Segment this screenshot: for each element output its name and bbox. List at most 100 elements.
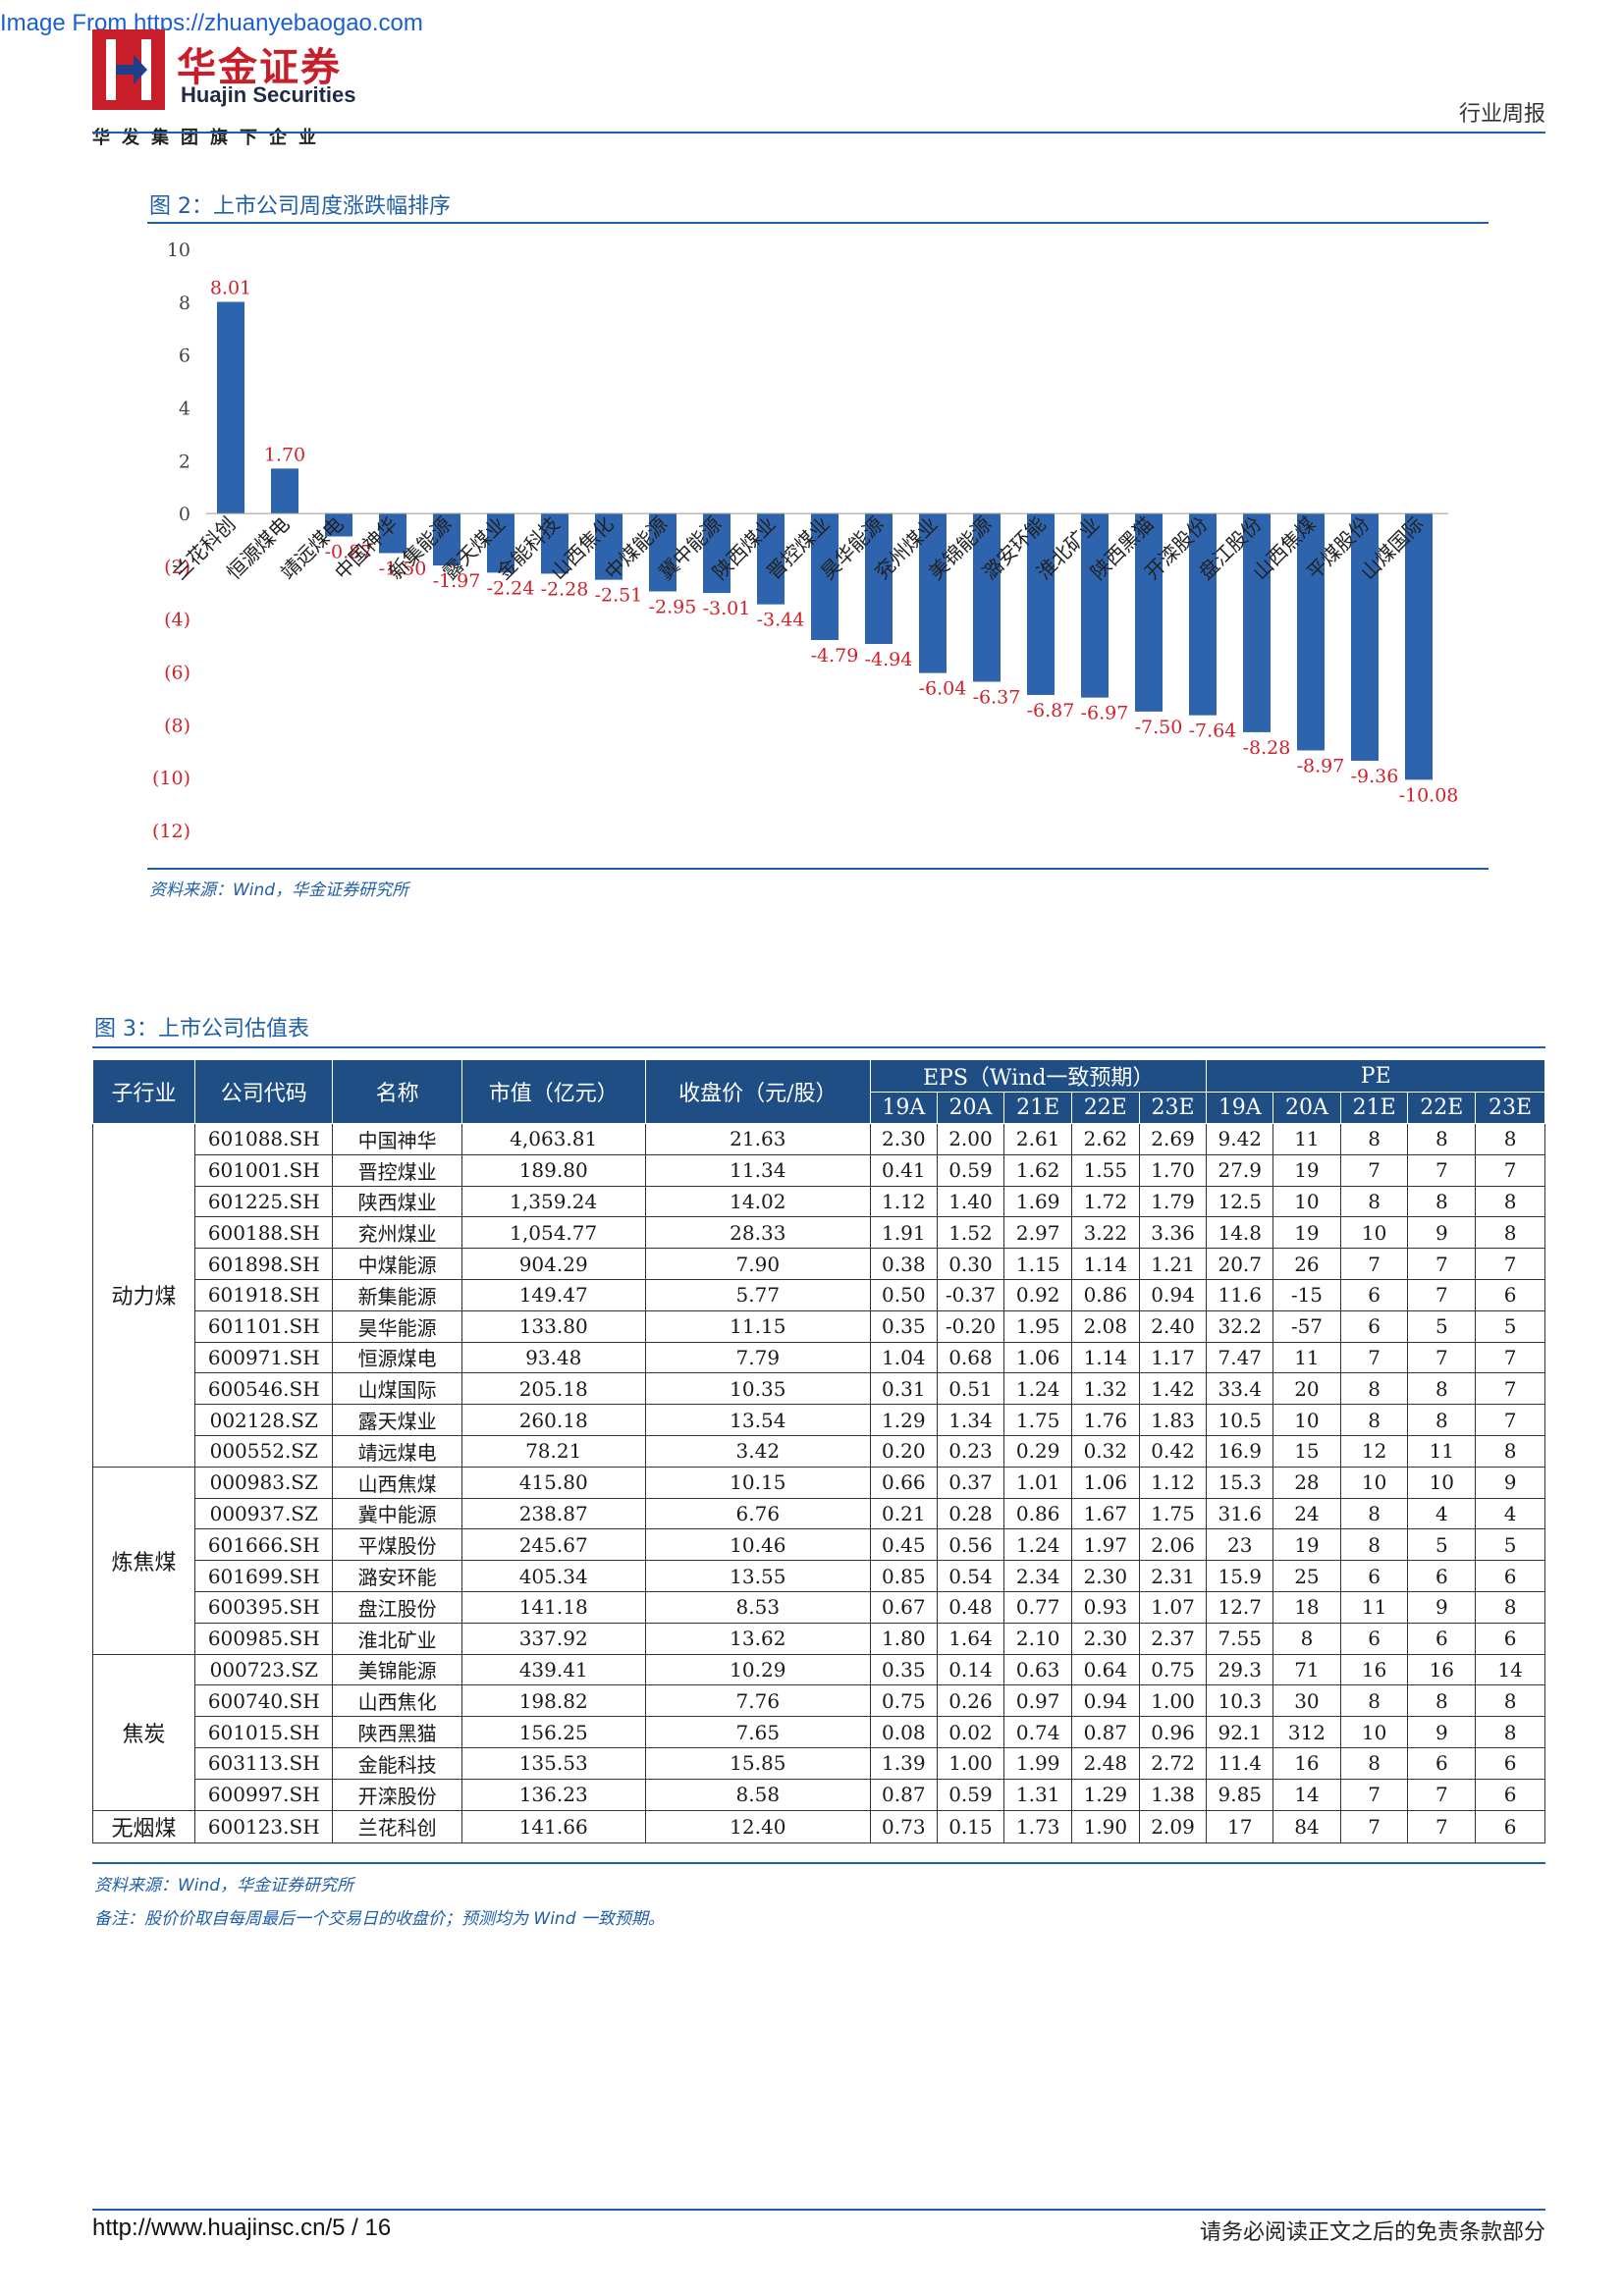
table-cell: 8 [1339,1746,1409,1780]
table-cell: 1.76 [1071,1404,1140,1436]
table-cell: 10 [1407,1466,1477,1499]
table-cell: 1,054.77 [460,1216,646,1250]
figure3-source: 资料来源：Wind，华金证券研究所 [94,1876,354,1896]
table-cell: 16 [1339,1653,1409,1686]
bar-value-label: 1.70 [264,444,305,465]
table-cell: 金能科技 [332,1746,462,1780]
table-cell: 7 [1475,1341,1545,1374]
bar-冀中能源 [703,513,731,594]
table-cell: 1.79 [1138,1185,1208,1218]
table-cell: 0.74 [1003,1716,1072,1748]
table-cell: 1.73 [1003,1809,1072,1843]
table-cell: 84 [1272,1809,1341,1843]
table-cell: 7 [1339,1341,1409,1374]
figure2-source: 资料来源：Wind，华金证券研究所 [149,881,409,900]
y-tick-label: (12) [152,821,190,842]
table-cell: 10.29 [644,1653,871,1686]
table-row: 无烟煤 600123.SH 兰花科创 141.66 12.40 0.73 0.15 1.73 1… [91,1809,1545,1843]
table-cell: 600123.SH [194,1809,334,1843]
table-cell: 10.35 [644,1372,871,1406]
table-cell: 260.18 [460,1404,646,1436]
table-cell: 7.47 [1206,1341,1274,1374]
table-cell: 7.90 [644,1248,871,1280]
table-cell: 8 [1475,1684,1545,1718]
table-cell: 600546.SH [194,1372,334,1406]
table-cell: -0.37 [936,1278,1005,1311]
table-row: 600985.SH 淮北矿业 337.92 13.62 1.80 1.64 2.10 2.30… [93,1622,1545,1655]
table-cell: 0.87 [869,1778,938,1811]
table-cell: 0.35 [869,1653,938,1686]
table-cell: 600740.SH [194,1684,334,1718]
table-cell: 002128.SZ [194,1404,334,1436]
figure3-title: 图 3：上市公司估值表 [94,1017,309,1041]
table-cell: 10 [1339,1716,1409,1748]
table-cell: 1.38 [1138,1778,1208,1811]
table-cell: 78.21 [460,1434,646,1468]
table-cell: 13.54 [644,1404,871,1436]
table-cell: 0.92 [1003,1278,1072,1311]
table-cell: 1.17 [1138,1341,1208,1374]
table-row: 601001.SH 晋控煤业 189.80 11.34 0.41 0.59 1.62 1.55… [93,1153,1545,1187]
table-cell: 189.80 [460,1153,646,1187]
table-cell: 1.01 [1003,1466,1072,1499]
table-cell: 6.76 [644,1497,871,1530]
table-cell: 0.68 [936,1341,1005,1374]
table-cell: 1.39 [869,1746,938,1780]
bar-value-label: -2.95 [649,596,697,617]
table-cell: 2.31 [1138,1560,1208,1592]
table-cell: 1.12 [1138,1466,1208,1499]
table-cell: 2.72 [1138,1746,1208,1780]
table-header-row-1: 子行业 公司代码 名称 市值（亿元） 收盘价（元/股） EPS（Wind一致预期… [91,1059,1545,1124]
table-cell: 0.50 [869,1278,938,1311]
header-eps-22e: 22E [1071,1092,1140,1124]
table-cell: 2.37 [1138,1622,1208,1655]
table-cell: 29.3 [1206,1653,1274,1686]
table-cell: 6 [1407,1746,1477,1780]
bar-山西焦煤 [1297,513,1325,751]
table-cell: 15.9 [1206,1560,1274,1592]
table-cell: 8 [1475,1590,1545,1624]
table-cell: 山西焦煤 [332,1466,462,1499]
table-cell: -57 [1272,1309,1341,1343]
industry-group-cell: 炼焦煤 [91,1466,196,1655]
table-cell: 11.6 [1206,1278,1274,1311]
table-cell: 1.00 [936,1746,1005,1780]
table-cell: 7 [1339,1153,1409,1187]
table-cell: 11 [1272,1123,1341,1155]
table-cell: 14.8 [1206,1216,1274,1250]
table-cell: 1.80 [869,1622,938,1655]
table-cell: 20 [1272,1372,1341,1406]
table-cell: 0.75 [869,1684,938,1718]
table-cell: 6 [1407,1622,1477,1655]
table-cell: 7 [1407,1778,1477,1811]
watermark-text: Image From https://zhuanyebaogao.com [0,10,423,36]
table-cell: 0.20 [869,1434,938,1468]
table-cell: 5 [1407,1309,1477,1343]
table-cell: 17 [1206,1809,1274,1843]
table-cell: 1.29 [869,1404,938,1436]
footer-divider [92,2209,1545,2211]
table-cell: 16.9 [1206,1434,1274,1468]
table-cell: 904.29 [460,1248,646,1280]
table-cell: 7.65 [644,1716,871,1748]
table-cell: 12 [1339,1434,1409,1468]
table-cell: 601225.SH [194,1185,334,1218]
table-cell: 2.34 [1003,1560,1072,1592]
table-cell: 8 [1339,1684,1409,1718]
table-cell: 19 [1272,1216,1341,1250]
table-cell: 2.30 [869,1123,938,1155]
table-row: 600740.SH 山西焦化 198.82 7.76 0.75 0.26 0.97 0.94 1… [93,1684,1545,1718]
table-cell: 平煤股份 [332,1528,462,1562]
bar-value-label: -2.24 [487,577,535,599]
table-row: 600395.SH 盘江股份 141.18 8.53 0.67 0.48 0.77 0.93 1… [93,1590,1545,1624]
table-cell: 600395.SH [194,1590,334,1624]
industry-group-cell: 动力煤 [91,1123,196,1468]
table-cell: 0.67 [869,1590,938,1624]
table-body: 动力煤 601088.SH 中国神华 4,063.81 21.63 2.30 2.00 2.6… [91,1123,1545,1843]
table-cell: 10.5 [1206,1404,1274,1436]
table-row: 601699.SH 潞安环能 405.34 13.55 0.85 0.54 2.34 2.30… [93,1560,1545,1592]
table-cell: 1.40 [936,1185,1005,1218]
table-cell: 1.14 [1071,1248,1140,1280]
bar-value-label: -7.50 [1135,717,1183,738]
header-pe-21e: 21E [1339,1092,1409,1124]
